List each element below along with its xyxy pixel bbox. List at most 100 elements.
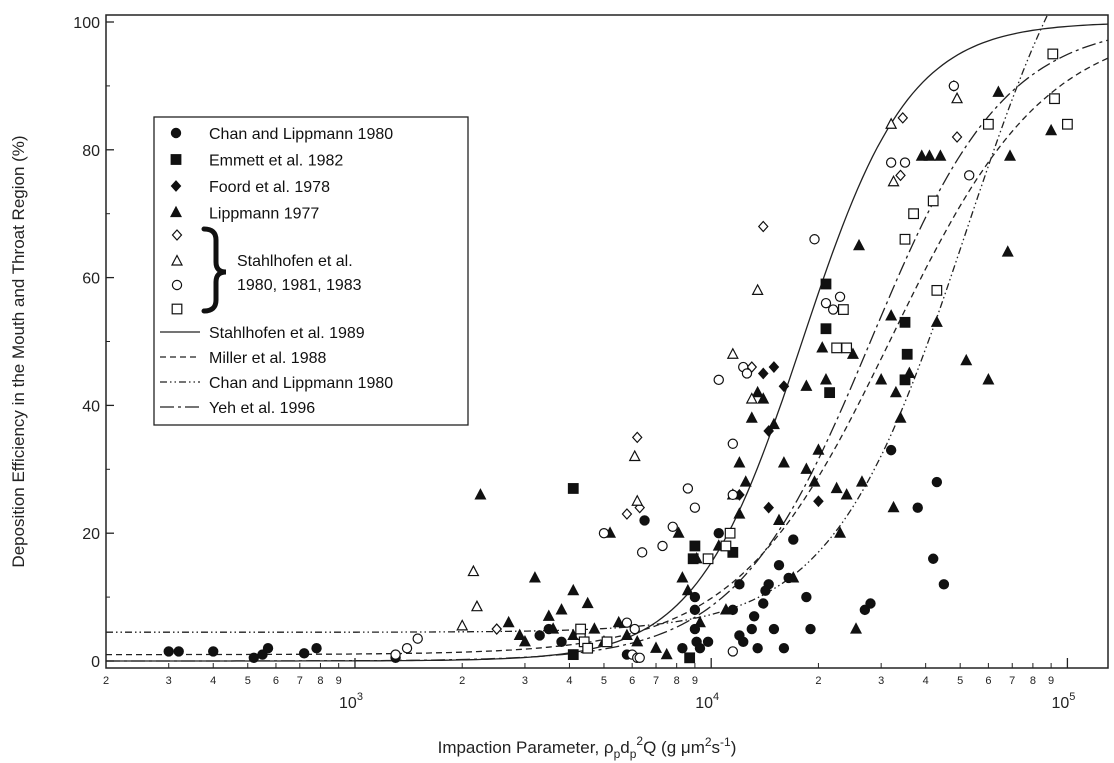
x-minor-tick-label: 5 (245, 675, 251, 687)
x-minor-tick-label: 7 (1009, 675, 1015, 687)
legend-label: Emmett et al. 1982 (209, 153, 343, 170)
point-open-diamond (491, 623, 503, 635)
point-filled-circle (163, 646, 174, 657)
y-tick-label: 60 (82, 271, 100, 288)
point-open-circle (885, 157, 897, 168)
legend-box (153, 116, 469, 426)
legend-marker-filled-triangle (170, 205, 182, 218)
point-open-diamond (951, 131, 963, 143)
point-filled-circle (788, 534, 799, 545)
point-open-triangle (885, 117, 898, 129)
x-minor-tick-label: 3 (166, 675, 172, 687)
point-filled-triangle (693, 615, 706, 628)
point-filled-circle (689, 604, 701, 616)
point-filled-triangle (923, 149, 936, 161)
point-open-circle (727, 646, 739, 657)
point-filled-circle (748, 611, 760, 622)
x-major-tick-label: 105 (1051, 691, 1075, 712)
point-filled-square (899, 316, 911, 328)
point-filled-triangle (733, 456, 746, 468)
point-open-triangle (631, 494, 644, 506)
point-filled-square (901, 348, 913, 360)
point-filled-circle (534, 630, 545, 641)
point-filled-triangle (502, 615, 515, 628)
point-filled-square (567, 649, 579, 661)
point-filled-triangle (800, 462, 813, 474)
point-open-square (1047, 48, 1059, 60)
point-open-square (908, 208, 919, 220)
legend-marker-filled-square (170, 154, 182, 165)
point-filled-triangle (631, 635, 644, 647)
point-open-square (720, 540, 732, 552)
point-filled-circle (702, 636, 714, 648)
x-minor-tick-label: 2 (103, 675, 109, 687)
point-open-circle (629, 623, 640, 635)
point-filled-circle (885, 444, 897, 456)
point-filled-triangle (676, 571, 689, 583)
point-filled-circle (734, 579, 745, 590)
point-filled-triangle (474, 488, 487, 500)
x-minor-tick-label: 5 (601, 675, 607, 687)
point-filled-triangle (733, 507, 746, 519)
curve-chan-and-lippmann-1980 (106, 15, 1049, 633)
legend-group-label-line1: Stahlhofen et al. (237, 253, 353, 270)
point-filled-triangle (518, 635, 531, 647)
point-open-circle (741, 368, 753, 379)
point-open-square (575, 623, 587, 635)
point-open-square (899, 233, 911, 245)
point-open-diamond (897, 111, 909, 124)
point-open-circle (657, 540, 668, 552)
point-filled-triangle (850, 622, 863, 634)
x-minor-tick-label: 4 (566, 675, 572, 687)
point-open-square (927, 195, 939, 207)
point-filled-triangle (542, 609, 555, 621)
point-filled-triangle (767, 417, 780, 430)
point-filled-triangle (620, 628, 633, 641)
point-open-circle (963, 170, 975, 181)
legend: Chan and Lippmann 1980 Emmett et al. 1982… (153, 116, 469, 426)
point-open-triangle (726, 347, 739, 359)
legend-label: Lippmann 1977 (209, 206, 319, 223)
x-minor-tick-label: 8 (674, 675, 680, 687)
point-filled-triangle (672, 526, 685, 538)
point-filled-circle (677, 643, 688, 654)
point-filled-circle (257, 649, 268, 660)
x-minor-tick-label: 6 (629, 675, 635, 687)
point-open-circle (827, 304, 839, 315)
point-filled-circle (773, 559, 785, 571)
point-filled-triangle (1001, 245, 1014, 257)
point-open-triangle (470, 599, 483, 612)
point-filled-triangle (830, 481, 843, 494)
point-filled-triangle (588, 622, 601, 634)
data-points (163, 48, 1073, 664)
point-filled-circle (938, 579, 950, 590)
point-filled-triangle (992, 85, 1005, 97)
point-filled-circle (173, 646, 184, 657)
point-filled-triangle (816, 341, 829, 353)
point-filled-circle (778, 643, 790, 654)
point-filled-triangle (757, 392, 770, 404)
point-filled-triangle (834, 526, 847, 538)
point-open-triangle (745, 392, 758, 404)
point-filled-circle (931, 476, 943, 488)
point-filled-triangle (934, 149, 947, 161)
point-open-circle (634, 652, 645, 664)
point-filled-diamond (763, 501, 774, 514)
x-minor-tick-label: 3 (522, 675, 528, 687)
y-tick-label: 100 (73, 15, 100, 32)
point-filled-circle (912, 502, 923, 513)
point-open-circle (809, 234, 820, 245)
point-filled-circle (713, 528, 724, 539)
point-open-circle (834, 291, 846, 302)
point-filled-triangle (787, 571, 800, 583)
point-filled-triangle (960, 353, 973, 366)
point-open-circle (948, 80, 960, 92)
point-open-square (837, 304, 849, 315)
point-filled-triangle (739, 475, 752, 487)
point-filled-triangle (745, 411, 758, 423)
point-filled-triangle (808, 475, 821, 487)
point-filled-triangle (915, 149, 928, 161)
point-open-triangle (467, 564, 480, 577)
x-minor-tick-label: 4 (210, 675, 216, 687)
